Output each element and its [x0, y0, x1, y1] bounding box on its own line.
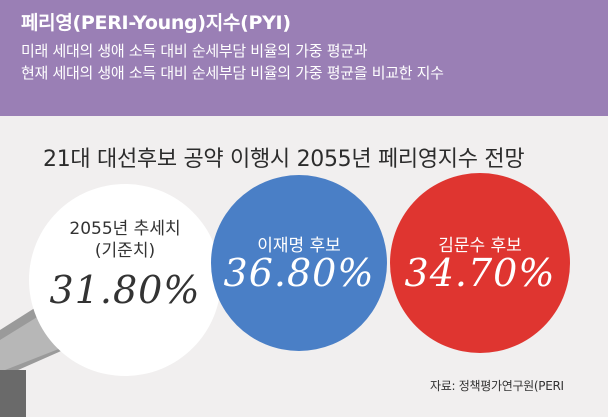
header-title: 페리영(PERI-Young)지수(PYI)	[21, 12, 291, 34]
bubble-1	[29, 184, 221, 376]
bubble-3-value: 34.70%	[404, 251, 556, 295]
header-description-line-1: 미래 세대의 생애 소득 대비 순세부담 비율의 가중 평균과	[21, 42, 368, 60]
bubble-1-label-1: 2055년 추세치	[69, 219, 181, 239]
bubble-3	[390, 173, 570, 353]
bubble-3-label-1: 김문수 후보	[438, 236, 522, 256]
chart-title: 21대 대선후보 공약 이행시 2055년 페리영지수 전망	[43, 147, 525, 172]
bubble-1-label-2: (기준치)	[94, 241, 156, 261]
bubble-1-value: 31.80%	[49, 268, 201, 312]
source-note: 자료: 정책평가연구원(PERI	[430, 379, 564, 393]
header-description-line-2: 현재 세대의 생애 소득 대비 순세부담 비율의 가중 평균을 비교한 지수	[21, 64, 444, 82]
bubble-2-value: 36.80%	[223, 251, 375, 295]
header-banner: 페리영(PERI-Young)지수(PYI) 미래 세대의 생애 소득 대비 순…	[0, 0, 608, 116]
bubble-2-label-1: 이재명 후보	[257, 236, 341, 256]
bubble-2	[211, 175, 387, 351]
